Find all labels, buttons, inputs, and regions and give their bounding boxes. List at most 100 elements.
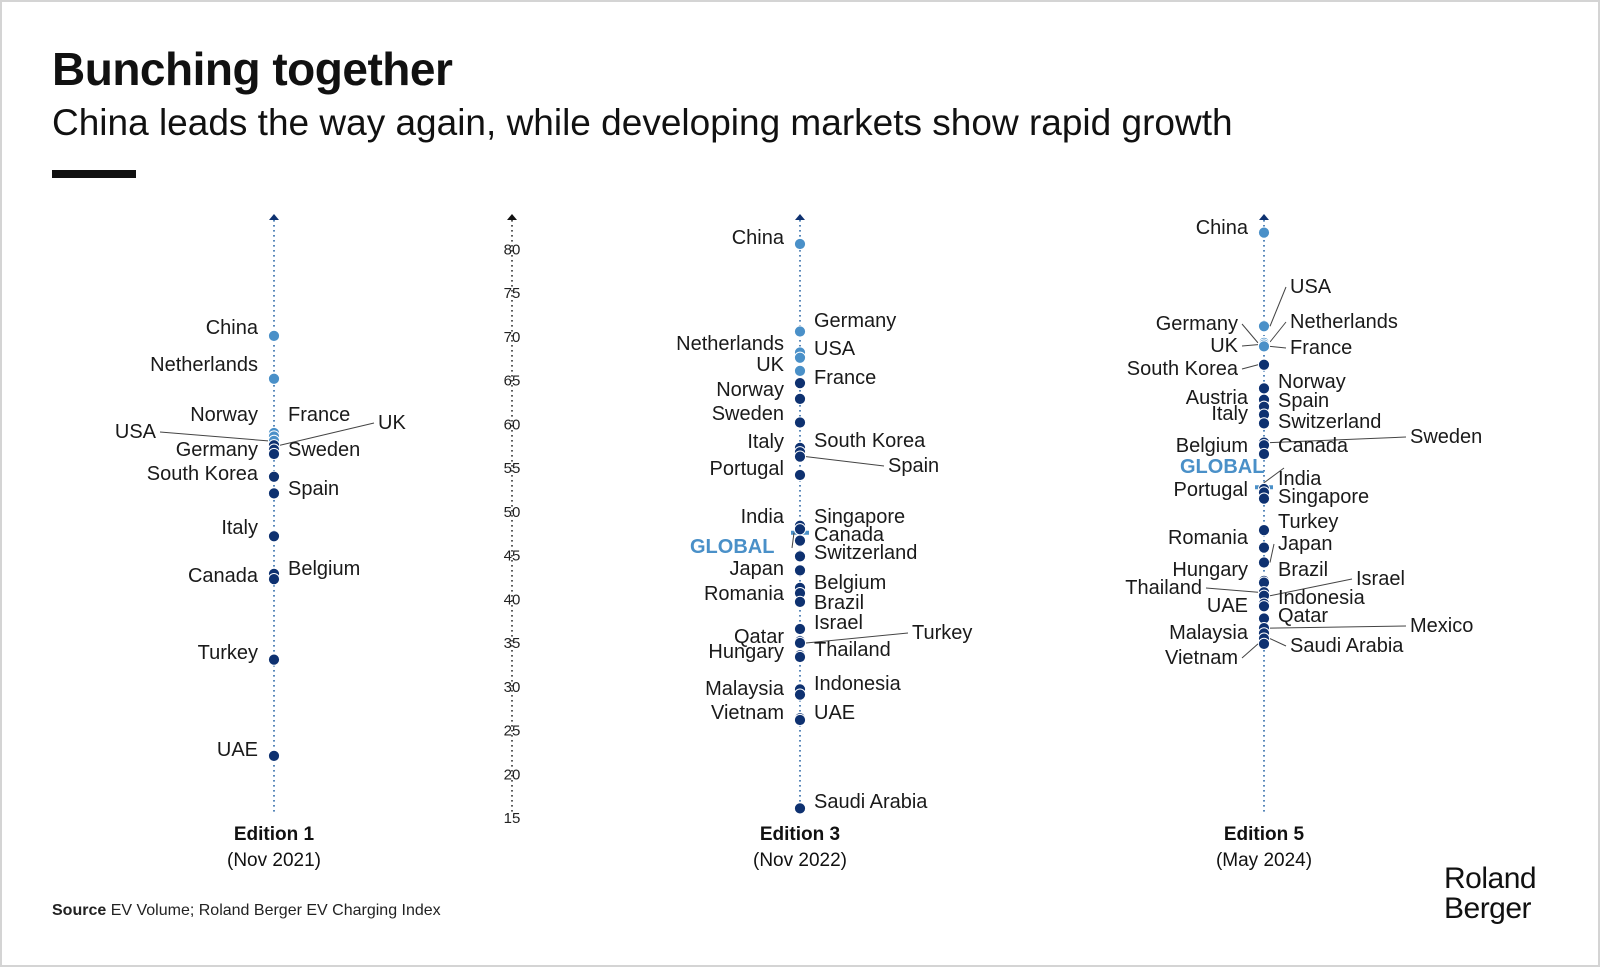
edition-1-point bbox=[267, 573, 281, 586]
edition-5-leader-line bbox=[1241, 643, 1259, 659]
edition-5-point-label: Austria bbox=[1186, 387, 1249, 409]
edition-5-point-label: Israel bbox=[1356, 568, 1405, 590]
edition-1-point bbox=[267, 749, 281, 762]
edition-5-point-label: Germany bbox=[1156, 313, 1238, 335]
y-tick-label: 45 bbox=[504, 548, 521, 565]
edition-3-point bbox=[793, 468, 807, 482]
edition-3-point-label: China bbox=[732, 227, 785, 249]
y-tick-label: 30 bbox=[504, 679, 521, 696]
chart-title: Bunching together bbox=[52, 43, 453, 95]
y-tick-label: 55 bbox=[504, 460, 521, 477]
y-tick-label: 50 bbox=[504, 504, 521, 521]
edition-5-point bbox=[1257, 382, 1271, 395]
y-tick-label: 70 bbox=[504, 329, 521, 346]
edition-5-leader-line bbox=[1269, 543, 1275, 563]
edition-3-point bbox=[793, 802, 807, 815]
edition-5-point-label: Norway bbox=[1278, 371, 1346, 393]
edition-5-point bbox=[1257, 447, 1271, 461]
edition-3-axis-arrow bbox=[795, 214, 805, 220]
edition-3-point-label: Hungary bbox=[708, 641, 784, 663]
edition-3-point-label: Sweden bbox=[712, 403, 784, 425]
edition-5-point-label: UK bbox=[1210, 335, 1238, 357]
edition-5-point-label: Thailand bbox=[1125, 577, 1202, 599]
edition-3-point bbox=[793, 237, 807, 251]
edition-5-point-label: Romania bbox=[1168, 527, 1249, 549]
edition-5-leader-line bbox=[1269, 625, 1407, 629]
edition-5-point-label: Spain bbox=[1278, 390, 1329, 412]
edition-5-point-label: Turkey bbox=[1278, 511, 1338, 533]
edition-3-point bbox=[793, 622, 807, 636]
edition-3-point-label: South Korea bbox=[814, 430, 926, 452]
edition-5-point-label: UAE bbox=[1207, 595, 1248, 617]
edition-5-point bbox=[1257, 492, 1271, 505]
edition-5-leader-line bbox=[1269, 436, 1407, 444]
edition-3-point-label: Germany bbox=[814, 310, 896, 332]
edition-3-point-label: Japan bbox=[730, 558, 785, 580]
edition-1-point-label: France bbox=[288, 404, 350, 426]
y-tick-label: 65 bbox=[504, 373, 521, 390]
edition-5-point-label: Hungary bbox=[1172, 559, 1248, 581]
edition-5-point bbox=[1257, 417, 1271, 430]
edition-1-point-label: China bbox=[206, 317, 259, 339]
edition-5-leader-line bbox=[1269, 578, 1353, 597]
edition-5-leader-line bbox=[1269, 321, 1287, 343]
edition-1-point-label: USA bbox=[115, 421, 157, 443]
edition-1-point bbox=[267, 372, 281, 385]
edition-5-point-label: India bbox=[1278, 468, 1322, 490]
edition-1-date: (Nov 2021) bbox=[227, 850, 321, 871]
edition-3-point-label: USA bbox=[814, 338, 856, 360]
edition-3-point bbox=[793, 713, 807, 727]
edition-3-point bbox=[793, 534, 807, 547]
edition-5-point-label: Canada bbox=[1278, 435, 1349, 457]
edition-1-point-label: Netherlands bbox=[150, 354, 258, 376]
edition-1-leader-line bbox=[279, 422, 375, 446]
edition-1-point-label: Canada bbox=[188, 565, 259, 587]
edition-5-leader-line bbox=[1241, 344, 1259, 347]
edition-5-point-label: Italy bbox=[1211, 403, 1248, 425]
edition-3-point-label: India bbox=[741, 506, 785, 528]
edition-3-global-leader bbox=[791, 532, 795, 549]
edition-3-global-label: GLOBAL bbox=[690, 536, 774, 558]
edition-5-point-label: South Korea bbox=[1127, 358, 1239, 380]
edition-3-point bbox=[793, 416, 807, 429]
y-tick-label: 40 bbox=[504, 591, 521, 608]
edition-5-date: (May 2024) bbox=[1216, 850, 1312, 871]
source-label: Source bbox=[52, 902, 107, 919]
edition-3-point-label: Singapore bbox=[814, 506, 905, 528]
edition-1-point-label: Italy bbox=[221, 517, 258, 539]
edition-1-point bbox=[267, 329, 281, 342]
edition-3-point bbox=[793, 595, 807, 608]
edition-5-leader-line bbox=[1269, 286, 1287, 327]
edition-5-name: Edition 5 bbox=[1224, 824, 1305, 845]
edition-1-point-label: UAE bbox=[217, 739, 258, 761]
y-tick-label: 60 bbox=[504, 416, 521, 433]
edition-3-point-label: Vietnam bbox=[711, 702, 784, 724]
edition-5-point-label: Malaysia bbox=[1169, 622, 1249, 644]
edition-3-point-label: Portugal bbox=[710, 458, 785, 480]
edition-3-point-label: Israel bbox=[814, 612, 863, 634]
edition-3-point bbox=[793, 450, 807, 463]
y-tick-label: 35 bbox=[504, 635, 521, 652]
edition-1-point bbox=[267, 530, 281, 543]
edition-5-leader-line bbox=[1241, 323, 1259, 344]
edition-5-point-label: Belgium bbox=[1176, 435, 1248, 457]
edition-3-point-label: Belgium bbox=[814, 572, 886, 594]
y-tick-label: 80 bbox=[504, 241, 521, 258]
edition-3-leader-line bbox=[805, 632, 909, 644]
edition-5-point-label: Singapore bbox=[1278, 486, 1369, 508]
edition-3-point-label: Switzerland bbox=[814, 542, 917, 564]
edition-3-point-label: Malaysia bbox=[705, 678, 785, 700]
edition-5-axis-arrow bbox=[1259, 214, 1269, 220]
edition-3-point bbox=[793, 364, 807, 377]
edition-3-point bbox=[793, 688, 807, 701]
edition-3-point-label: Italy bbox=[747, 431, 784, 453]
edition-3-point-label: Romania bbox=[704, 583, 785, 605]
edition-5-leader-line bbox=[1205, 587, 1259, 593]
edition-5-point bbox=[1257, 340, 1271, 353]
tick-axis-arrow bbox=[507, 214, 517, 220]
edition-5-point-label: Japan bbox=[1278, 533, 1333, 555]
edition-1-point-label: Turkey bbox=[198, 642, 258, 664]
edition-5-point bbox=[1257, 541, 1271, 554]
